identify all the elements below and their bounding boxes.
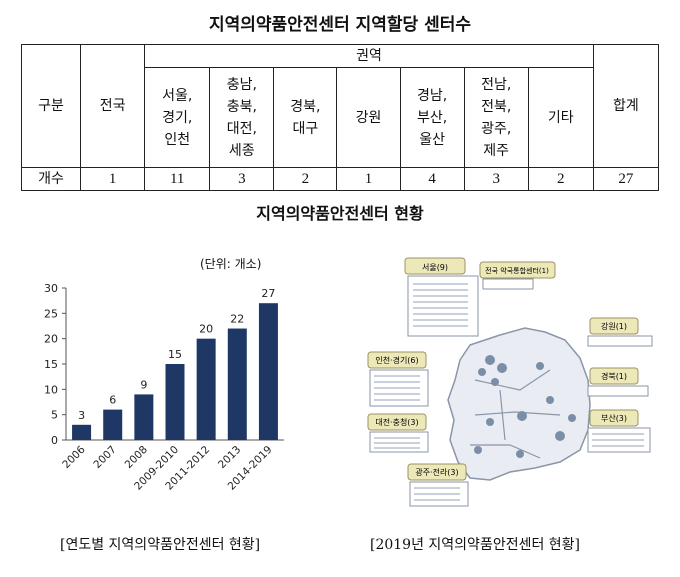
map-box-daejeon: 대전·충청(3) (367, 413, 429, 453)
table-title: 지역의약품안전센터 지역할당 센터수 (208, 15, 472, 35)
region-value-0: 11 (144, 167, 211, 191)
y-tick-label: 25 (44, 307, 58, 320)
y-tick-label: 30 (44, 282, 58, 295)
data-label: 27 (261, 287, 275, 300)
region-allocation-table: 구분 전국 권역 합계 서울, 경기, 인천 충남, 충북, 대전, 세종 경북, … (20, 44, 660, 191)
header-region: 권역 (144, 44, 594, 68)
bar-2006 (72, 424, 92, 440)
data-label: 22 (230, 313, 244, 326)
svg-text:부산(3): 부산(3) (601, 413, 627, 423)
x-tick-label: 2006 (60, 443, 88, 471)
chart-unit-label: (단위: 개소) (200, 257, 262, 271)
svg-text:광주·전라(3): 광주·전라(3) (415, 467, 458, 477)
region-header-3: 강원 (336, 67, 401, 168)
svg-text:전국 약국통합센터(1): 전국 약국통합센터(1) (485, 266, 549, 275)
region-value-4: 4 (399, 167, 465, 191)
region-header-0: 서울, 경기, 인천 (144, 67, 211, 168)
map-box-gwangju: 광주·전라(3) (407, 463, 469, 507)
region-header-1: 충남, 충북, 대전, 세종 (209, 67, 275, 168)
map-box-gangwon: 강원(1) (587, 317, 653, 347)
x-tick-label: 2008 (123, 444, 150, 471)
map-box-national: 전국 약국통합센터(1) (479, 261, 556, 290)
data-label: 6 (109, 394, 116, 407)
region-header-5: 전남, 전북, 광주, 제주 (463, 67, 529, 168)
region-header-6: 기타 (527, 67, 594, 168)
data-label: 9 (140, 378, 147, 391)
svg-text:대전·충청(3): 대전·충청(3) (375, 417, 418, 427)
map-box-busan: 부산(3) (587, 409, 651, 453)
region-value-1: 3 (209, 167, 275, 191)
map-box-incheon: 인천·경기(6) (367, 351, 429, 407)
bar-2009-2010 (165, 364, 185, 440)
caption-right: [2019년 지역의약품안전센터 현황] (370, 537, 581, 553)
bar-2013 (227, 328, 247, 440)
bar-2008 (134, 394, 154, 440)
caption-left: [연도별 지역의약품안전센터 현황] (60, 537, 261, 553)
region-header-4: 경남, 부산, 울산 (399, 67, 465, 168)
bar-2011-2012 (196, 338, 216, 440)
korea-map-shape (447, 327, 591, 481)
region-value-6: 2 (527, 167, 594, 191)
region-value-5: 3 (463, 167, 529, 191)
bar-2007 (103, 409, 123, 440)
map-region-lines (470, 369, 561, 459)
korea-map-diagram: 서울(9) 전국 약국통합센터(1) 인천·경기(6) 대전·충청(3) 광주·… (367, 257, 653, 507)
region-header-2: 경북, 대구 (273, 67, 338, 168)
header-nation: 전국 (80, 44, 146, 168)
x-tick-label: 2007 (91, 444, 118, 471)
map-box-gyeongbuk: 경북(1) (587, 367, 649, 397)
region-value-2: 2 (273, 167, 338, 191)
data-label: 20 (199, 323, 213, 336)
y-tick-label: 0 (51, 434, 58, 447)
svg-text:경북(1): 경북(1) (601, 371, 627, 381)
bar-2014-2019 (258, 303, 278, 440)
bar-chart: 051015202530320066200792008152009-201020… (44, 282, 284, 493)
y-tick-label: 5 (51, 409, 58, 422)
header-total: 합계 (592, 44, 660, 168)
region-value-3: 1 (336, 167, 401, 191)
svg-text:강원(1): 강원(1) (601, 321, 627, 331)
x-tick-label: 2013 (216, 444, 243, 471)
header-category: 구분 (20, 44, 82, 168)
row-nation-value: 1 (80, 167, 146, 191)
y-tick-label: 15 (44, 358, 58, 371)
data-label: 3 (78, 409, 85, 422)
y-tick-label: 10 (44, 383, 58, 396)
data-label: 15 (168, 348, 182, 361)
chart-title: 지역의약품안전센터 현황 (256, 204, 424, 223)
svg-text:서울(9): 서울(9) (422, 263, 448, 272)
center-markers (474, 355, 576, 458)
row-label: 개수 (20, 167, 82, 191)
row-total-value: 27 (592, 167, 660, 191)
svg-text:인천·경기(6): 인천·경기(6) (375, 355, 418, 365)
y-tick-label: 20 (44, 333, 58, 346)
map-box-seoul: 서울(9) (404, 257, 479, 337)
